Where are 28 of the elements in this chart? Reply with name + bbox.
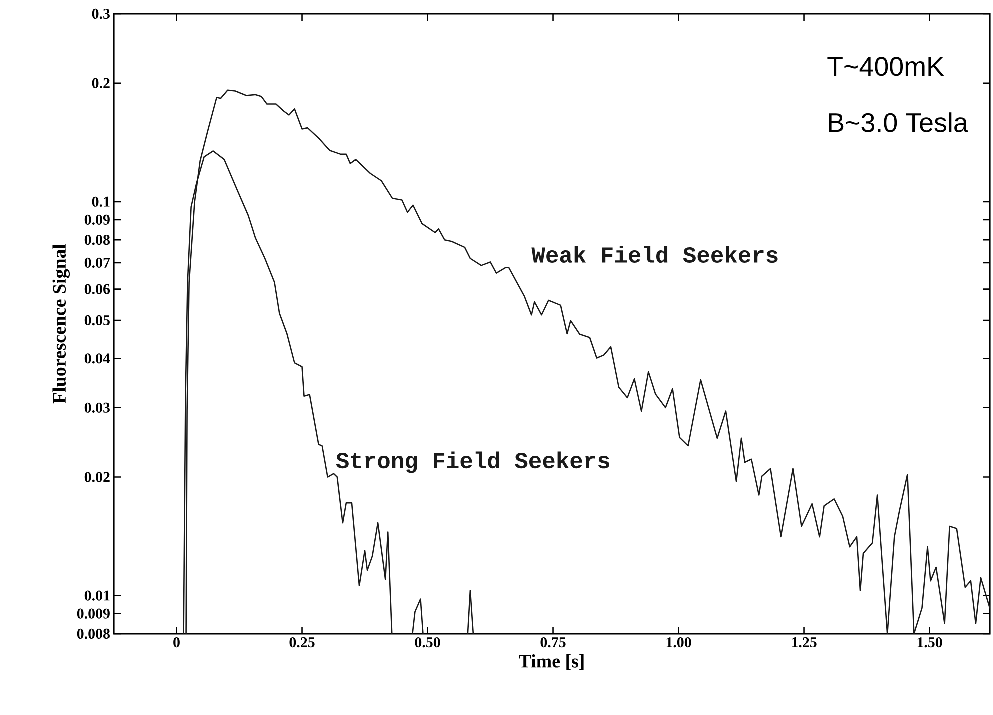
annotation: B~3.0 Tesla — [829, 112, 968, 132]
y-tick-label: 0.008 — [77, 628, 110, 640]
y-tick-label: 0.09 — [84, 214, 110, 226]
y-tick-label: 0.1 — [92, 196, 110, 208]
x-tick-label: 1.00 — [666, 638, 692, 648]
line-series — [186, 90, 990, 634]
x-tick-label: 0.50 — [415, 638, 440, 648]
series-label: Strong Field Seekers — [336, 452, 610, 474]
y-tick-label: 0.05 — [84, 315, 110, 326]
x-tick-label: 0.25 — [290, 638, 315, 648]
y-tick-label: 0.3 — [92, 8, 110, 20]
series-label: Weak Field Seekers — [532, 246, 778, 264]
y-tick-label: 0.01 — [84, 590, 110, 601]
y-axis-title: Fluorescence Signal — [52, 244, 70, 404]
y-tick-label: 0.04 — [84, 354, 110, 364]
x-tick-label: 0.75 — [540, 638, 566, 648]
y-tick-label: 0.08 — [84, 235, 110, 246]
x-tick-label: 0 — [174, 638, 180, 648]
x-tick-label: 1.25 — [792, 638, 817, 648]
y-tick-label: 0.03 — [84, 402, 110, 413]
y-tick-label: 0.2 — [92, 78, 110, 88]
y-tick-label: 0.02 — [84, 472, 110, 482]
y-tick-label: 0.009 — [77, 608, 110, 619]
y-tick-label: 0.07 — [84, 258, 110, 268]
y-tick-label: 0.06 — [84, 284, 110, 294]
annotation: T~400mK — [828, 57, 944, 76]
x-axis-title: Time [s] — [519, 654, 584, 670]
x-tick-label: 1.50 — [918, 638, 942, 648]
